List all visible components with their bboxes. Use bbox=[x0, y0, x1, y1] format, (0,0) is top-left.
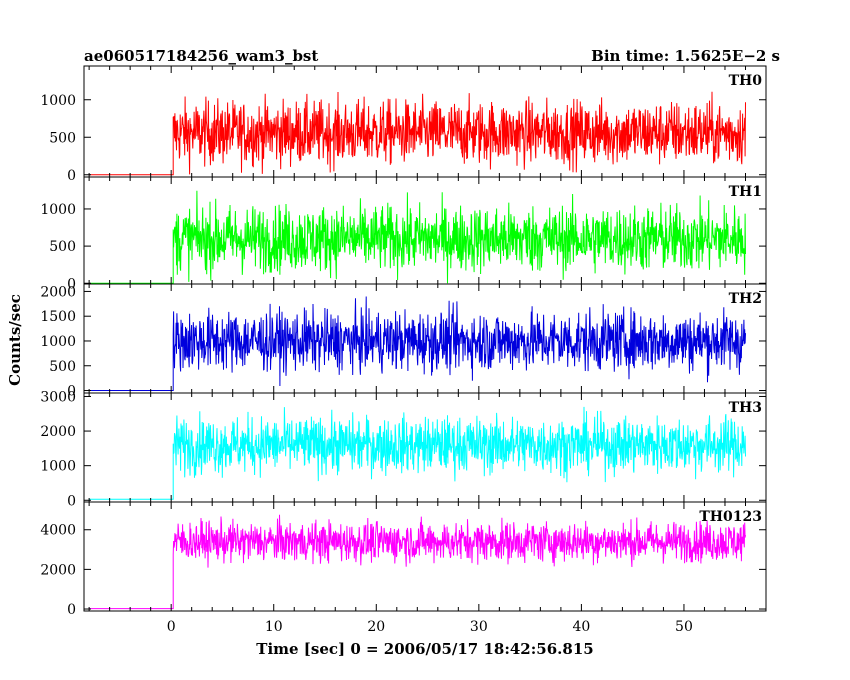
series-line-th3 bbox=[89, 406, 746, 500]
panel-th1: 0 500 1000 TH1 bbox=[40, 176, 767, 292]
y-tick-label: 2000 bbox=[40, 284, 76, 300]
y-tick-label: 0 bbox=[67, 168, 76, 184]
y-axis-label: Counts/sec bbox=[6, 294, 24, 386]
panel-th3: 0 1000 2000 3000 TH3 bbox=[40, 389, 767, 509]
y-tick-label: 2000 bbox=[40, 562, 76, 578]
y-tick-label: 500 bbox=[49, 130, 76, 146]
x-tick-label: 10 bbox=[265, 619, 283, 635]
panel-label-th3: TH3 bbox=[729, 400, 762, 416]
y-tick-label: 0 bbox=[67, 602, 76, 618]
y-tick-label: 0 bbox=[67, 384, 76, 400]
panel-th0123: 0 2000 4000 TH0123 bbox=[40, 501, 767, 618]
y-tick-label: 0 bbox=[67, 276, 76, 292]
x-tick-label: 0 bbox=[167, 619, 176, 635]
panel-label-th2: TH2 bbox=[729, 291, 762, 307]
y-tick-label: 4000 bbox=[40, 523, 76, 539]
panel-frame bbox=[83, 501, 767, 612]
y-tick-label: 1000 bbox=[40, 93, 76, 109]
panel-th2: 0 500 1000 1500 2000 TH2 bbox=[40, 283, 767, 400]
x-tick-label: 30 bbox=[470, 619, 488, 635]
panel-th0: 0 500 1000 TH0 bbox=[40, 65, 767, 184]
y-tick-label: 2000 bbox=[40, 424, 76, 440]
panel-label-th0123: TH0123 bbox=[699, 509, 762, 525]
y-tick-label: 3000 bbox=[40, 389, 76, 405]
y-tick-label: 1000 bbox=[40, 334, 76, 350]
y-tick-label: 500 bbox=[49, 239, 76, 255]
x-axis-label: Time [sec] 0 = 2006/05/17 18:42:56.815 bbox=[256, 640, 593, 658]
y-tick-label: 0 bbox=[67, 493, 76, 509]
series-line-th1 bbox=[89, 190, 746, 284]
y-tick-label: 500 bbox=[49, 359, 76, 375]
y-tick-label: 1000 bbox=[40, 459, 76, 475]
y-tick-label: 1000 bbox=[40, 202, 76, 218]
chart-title: ae060517184256_wam3_bst bbox=[84, 47, 318, 65]
x-tick-label: 20 bbox=[367, 619, 385, 635]
panel-label-th0: TH0 bbox=[729, 73, 763, 89]
panel-label-th1: TH1 bbox=[729, 184, 762, 200]
x-tick-label: 50 bbox=[675, 619, 693, 635]
series-line-th2 bbox=[89, 296, 746, 391]
y-tick-label: 1500 bbox=[40, 309, 76, 325]
series-line-th0123 bbox=[89, 514, 746, 610]
bin-time-label: Bin time: 1.5625E−2 s bbox=[591, 47, 780, 65]
x-tick-label: 40 bbox=[572, 619, 590, 635]
series-line-th0 bbox=[89, 91, 746, 176]
